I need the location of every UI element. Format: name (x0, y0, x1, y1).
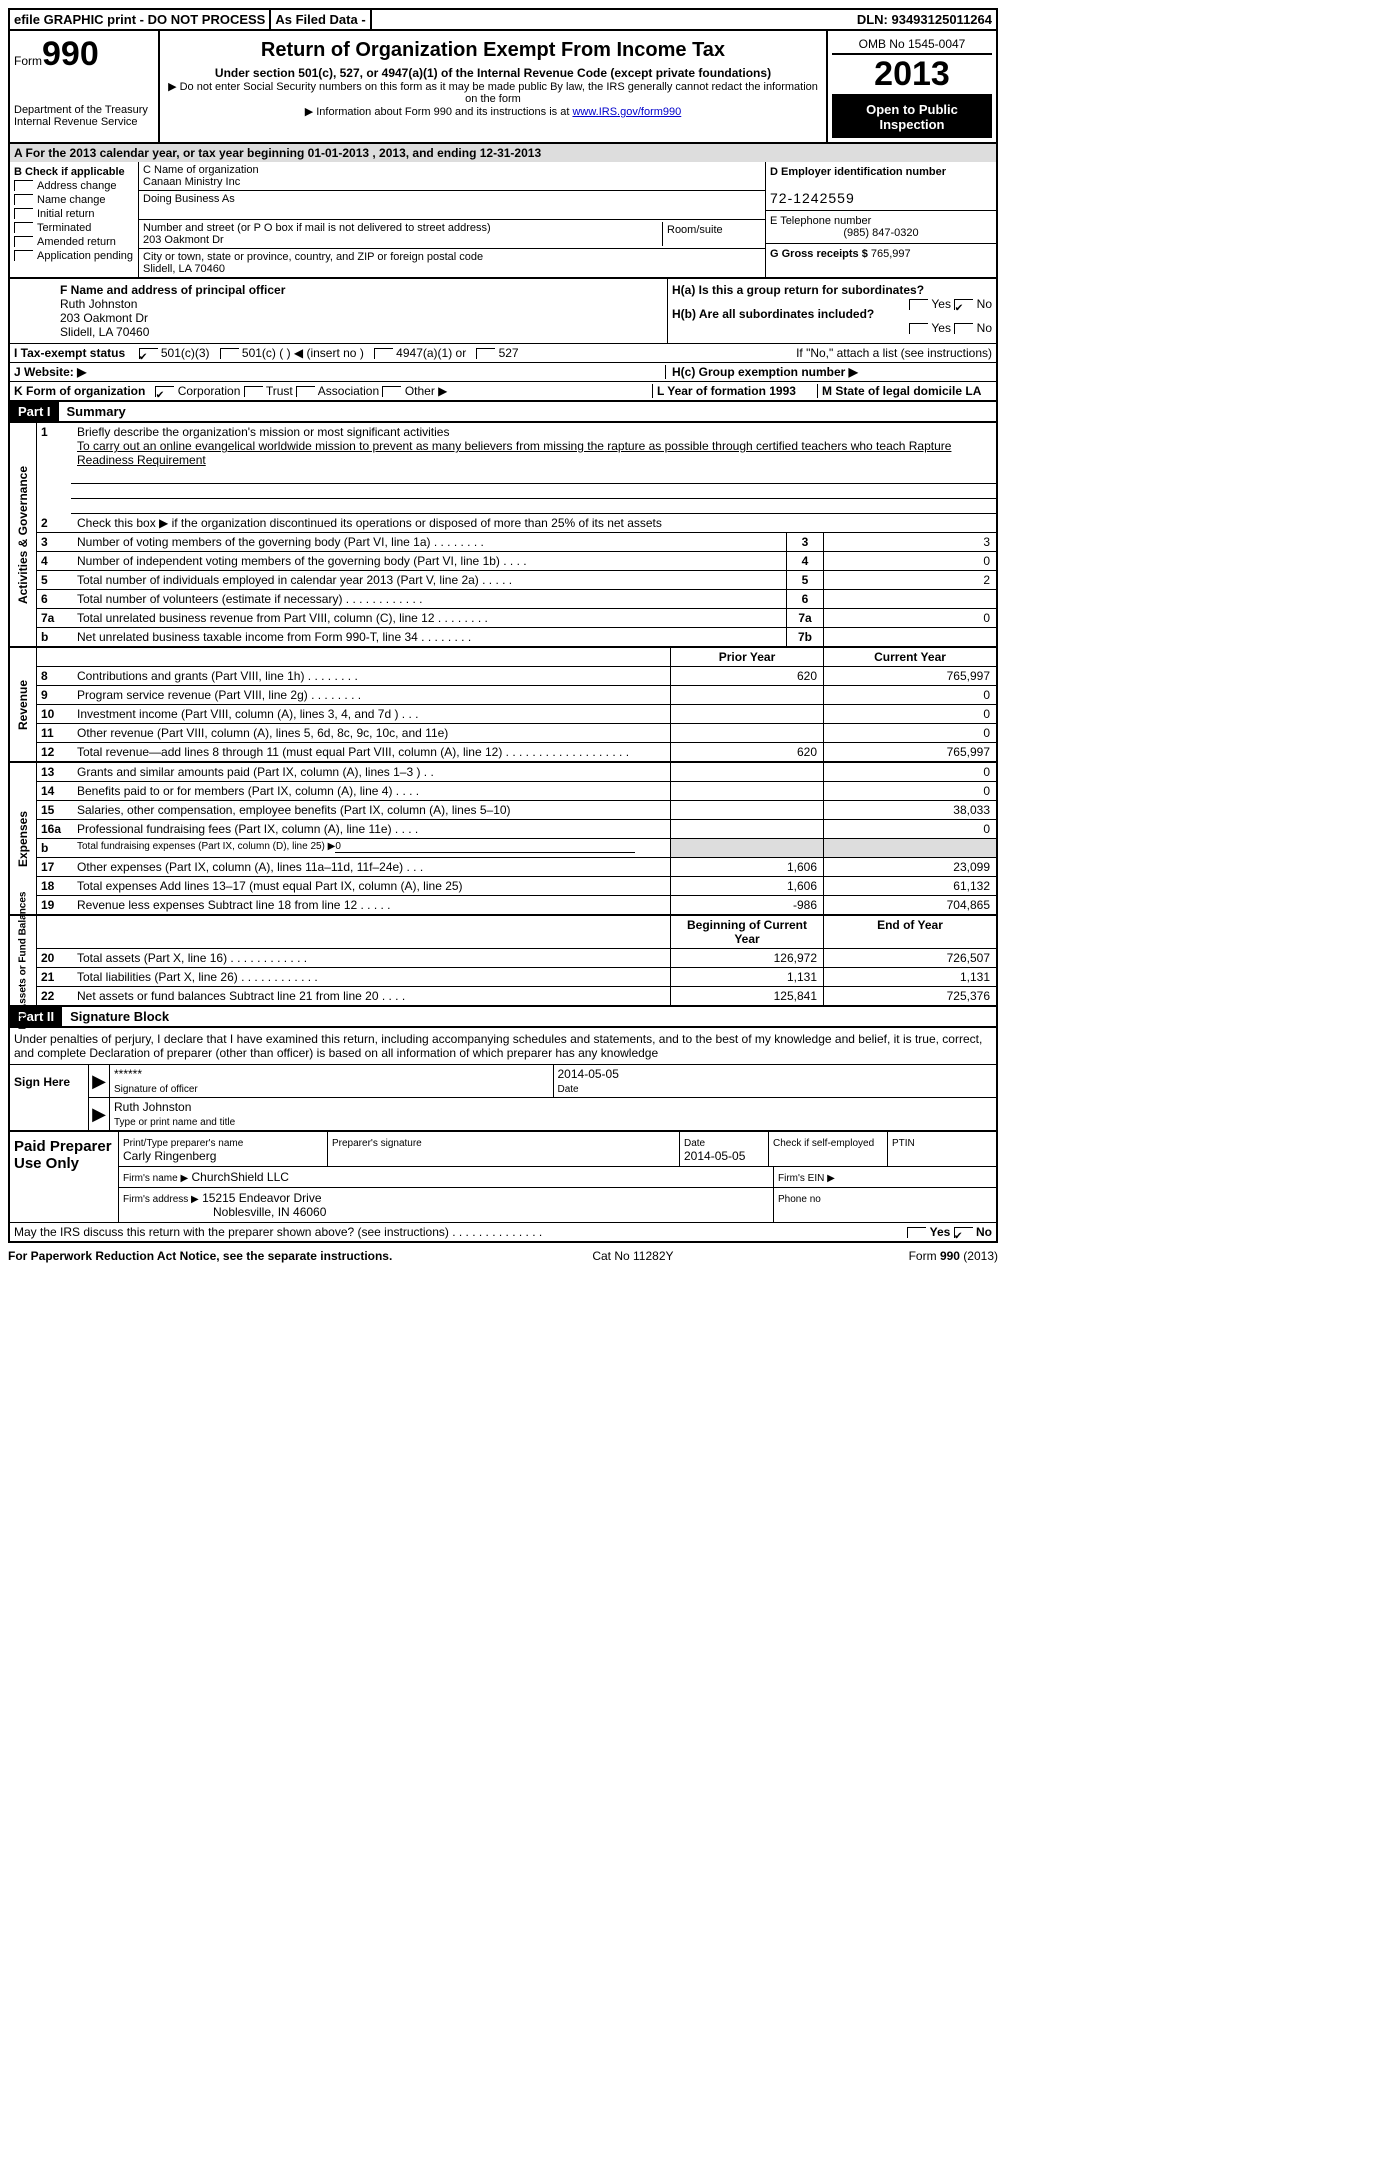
mission-text: To carry out an online evangelical world… (77, 439, 951, 467)
netassets-row: 22Net assets or fund balances Subtract l… (37, 987, 996, 1005)
box-c: C Name of organizationCanaan Ministry In… (139, 162, 765, 277)
row-fh: F Name and address of principal officer … (8, 279, 998, 344)
revenue-row: 11Other revenue (Part VIII, column (A), … (37, 724, 996, 743)
summary-row: 7aTotal unrelated business revenue from … (37, 609, 996, 628)
netassets-row: 21Total liabilities (Part X, line 26) . … (37, 968, 996, 987)
summary-row: 5Total number of individuals employed in… (37, 571, 996, 590)
expense-row: 15Salaries, other compensation, employee… (37, 801, 996, 820)
ein-label: D Employer identification number (770, 166, 946, 178)
gross-value: 765,997 (871, 248, 911, 260)
vlabel-revenue: Revenue (16, 679, 30, 729)
identity-grid: B Check if applicable Address changeName… (8, 162, 998, 279)
revenue-row: 10Investment income (Part VIII, column (… (37, 705, 996, 724)
checkbox-item: Application pending (14, 250, 134, 262)
vlabel-activities: Activities & Governance (16, 465, 30, 603)
phone-label: E Telephone number (770, 215, 871, 227)
header: Form990 Department of the Treasury Inter… (8, 31, 998, 144)
tax-year: 2013 (832, 55, 992, 96)
efile-label: efile GRAPHIC print - DO NOT PROCESS (10, 10, 269, 29)
spacer (370, 10, 853, 29)
box-f: F Name and address of principal officer … (10, 279, 667, 343)
box-deg: D Employer identification number 72-1242… (765, 162, 996, 277)
omb-no: OMB No 1545-0047 (832, 35, 992, 55)
checkbox-item: Amended return (14, 236, 134, 248)
expense-row: 16aProfessional fundraising fees (Part I… (37, 820, 996, 839)
form-warning: ▶ Do not enter Social Security numbers o… (164, 80, 822, 105)
sign-here: Sign Here ▶ ******Signature of officer 2… (8, 1065, 998, 1132)
open-inspection: Open to Public Inspection (832, 96, 992, 138)
header-mid: Return of Organization Exempt From Incom… (160, 31, 828, 142)
expense-row: 13Grants and similar amounts paid (Part … (37, 763, 996, 782)
revenue-row: 8Contributions and grants (Part VIII, li… (37, 667, 996, 686)
paid-preparer: Paid Preparer Use Only Print/Type prepar… (8, 1132, 998, 1223)
dln: DLN: 93493125011264 (853, 10, 996, 29)
netassets-row: 20Total assets (Part X, line 16) . . . .… (37, 949, 996, 968)
row-a-period: A For the 2013 calendar year, or tax yea… (8, 144, 998, 162)
form-title: Return of Organization Exempt From Incom… (164, 39, 822, 62)
header-left: Form990 Department of the Treasury Inter… (10, 31, 160, 142)
line-k: K Form of organization ✔ Corporation Tru… (8, 382, 998, 402)
expense-row: bTotal fundraising expenses (Part IX, co… (37, 839, 996, 858)
perjury-statement: Under penalties of perjury, I declare th… (8, 1028, 998, 1065)
summary-row: 3Number of voting members of the governi… (37, 533, 996, 552)
dept-treasury: Department of the Treasury (14, 104, 154, 116)
phone-value: (985) 847-0320 (770, 227, 992, 239)
summary-row: 4Number of independent voting members of… (37, 552, 996, 571)
part-i-header: Part I Summary (8, 402, 998, 423)
ein-value: 72-1242559 (770, 190, 855, 206)
form-info: ▶ Information about Form 990 and its ins… (164, 105, 822, 118)
dept-irs: Internal Revenue Service (14, 116, 154, 128)
checkbox-item: Initial return (14, 208, 134, 220)
irs-link[interactable]: www.IRS.gov/form990 (572, 106, 681, 118)
top-bar: efile GRAPHIC print - DO NOT PROCESS As … (8, 8, 998, 31)
revenue-row: 9Program service revenue (Part VIII, lin… (37, 686, 996, 705)
checkbox-item: Address change (14, 180, 134, 192)
header-right: OMB No 1545-0047 2013 Open to Public Ins… (828, 31, 996, 142)
section-activities: Activities & Governance 1Briefly describ… (8, 423, 998, 648)
form-subtitle: Under section 501(c), 527, or 4947(a)(1)… (164, 66, 822, 80)
box-b: B Check if applicable Address changeName… (10, 162, 139, 277)
footer: For Paperwork Reduction Act Notice, see … (8, 1243, 998, 1263)
asfiled-label: As Filed Data - (269, 10, 369, 29)
section-netassets: Net Assets or Fund Balances Beginning of… (8, 916, 998, 1007)
section-revenue: Revenue Prior Year Current Year 8Contrib… (8, 648, 998, 763)
gross-label: G Gross receipts $ (770, 248, 868, 260)
vlabel-netassets: Net Assets or Fund Balances (18, 891, 29, 1029)
expense-row: 14Benefits paid to or for members (Part … (37, 782, 996, 801)
part-ii-header: Part II Signature Block (8, 1007, 998, 1028)
checkbox-item: Name change (14, 194, 134, 206)
summary-row: bNet unrelated business taxable income f… (37, 628, 996, 646)
expense-row: 18Total expenses Add lines 13–17 (must e… (37, 877, 996, 896)
line-j: J Website: ▶ H(c) Group exemption number… (8, 363, 998, 382)
expense-row: 19Revenue less expenses Subtract line 18… (37, 896, 996, 914)
vlabel-expenses: Expenses (16, 810, 30, 866)
discuss-line: May the IRS discuss this return with the… (8, 1223, 998, 1243)
revenue-row: 12Total revenue—add lines 8 through 11 (… (37, 743, 996, 761)
box-h: H(a) Is this a group return for subordin… (667, 279, 996, 343)
expense-row: 17Other expenses (Part IX, column (A), l… (37, 858, 996, 877)
summary-row: 6Total number of volunteers (estimate if… (37, 590, 996, 609)
checkbox-item: Terminated (14, 222, 134, 234)
line-i: I Tax-exempt status ✔ 501(c)(3) 501(c) (… (8, 344, 998, 363)
section-expenses: Expenses 13Grants and similar amounts pa… (8, 763, 998, 916)
